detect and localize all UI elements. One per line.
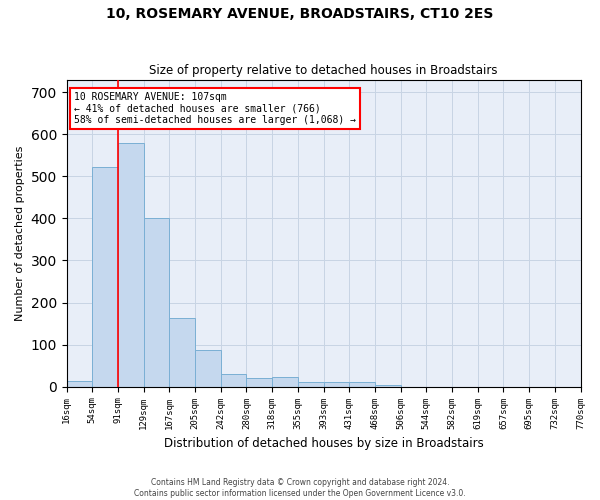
Y-axis label: Number of detached properties: Number of detached properties — [15, 146, 25, 321]
Bar — [323, 382, 349, 386]
Bar — [169, 318, 195, 386]
Title: Size of property relative to detached houses in Broadstairs: Size of property relative to detached ho… — [149, 64, 498, 77]
X-axis label: Distribution of detached houses by size in Broadstairs: Distribution of detached houses by size … — [164, 437, 484, 450]
Bar — [92, 167, 118, 386]
Bar — [272, 378, 298, 386]
Bar — [221, 374, 247, 386]
Bar — [118, 142, 144, 386]
Bar — [144, 218, 169, 386]
Bar — [298, 382, 323, 386]
Text: 10 ROSEMARY AVENUE: 107sqm
← 41% of detached houses are smaller (766)
58% of sem: 10 ROSEMARY AVENUE: 107sqm ← 41% of deta… — [74, 92, 356, 126]
Bar — [375, 384, 401, 386]
Bar — [247, 378, 272, 386]
Text: Contains HM Land Registry data © Crown copyright and database right 2024.
Contai: Contains HM Land Registry data © Crown c… — [134, 478, 466, 498]
Bar — [67, 381, 92, 386]
Bar — [349, 382, 375, 386]
Bar — [195, 350, 221, 387]
Text: 10, ROSEMARY AVENUE, BROADSTAIRS, CT10 2ES: 10, ROSEMARY AVENUE, BROADSTAIRS, CT10 2… — [106, 8, 494, 22]
